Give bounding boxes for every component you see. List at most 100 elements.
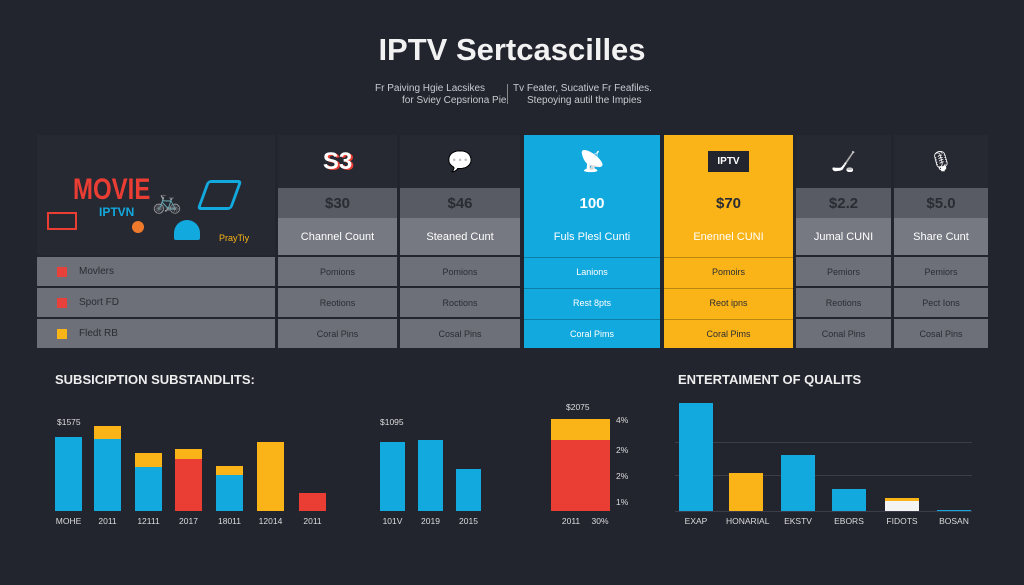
price: $5.0: [894, 188, 988, 218]
price: 100: [579, 194, 605, 212]
y-tick-label: 4%: [616, 415, 629, 425]
column-cell: Coral Pims: [664, 319, 793, 348]
gridline: [675, 442, 972, 443]
hockey-stick-icon: 🏒: [796, 135, 891, 188]
chart-4-bar: [885, 501, 919, 511]
legend-label: Movlers: [79, 266, 115, 277]
column-label: Steaned Cunt: [400, 218, 520, 255]
logo-panel: MOVIE IPTVN 🚲 PrayTiy: [37, 135, 275, 255]
microphone-icon: 🎙: [894, 135, 988, 188]
page-title: IPTV Sertcascilles: [378, 32, 646, 67]
column-cell: Reot ipns: [664, 288, 793, 317]
column-cell: Cosal Pins: [894, 319, 988, 348]
chart-2-bar: [456, 469, 481, 511]
legend-row: Fledt RB: [37, 319, 275, 348]
legend-row: Sport FD: [37, 288, 275, 317]
bicycle-icon: 🚲: [152, 188, 182, 215]
pricing-column[interactable]: IPTV $70 Enennel CUNI Pomoirs Reot ipns Coral…: [664, 135, 793, 348]
subtitle-right-1: Tv Feater, Sucative Fr Feafiles.: [513, 83, 652, 94]
x-tick-label: 12014: [258, 516, 283, 526]
legend-swatch: [57, 328, 67, 339]
pricing-column[interactable]: 🎙 $5.0 Share Cunt Pemiors Pect Ions Cosal Pin…: [894, 135, 988, 348]
shape-icon: [196, 180, 243, 210]
chart-4-bar: [937, 510, 971, 511]
price: $2.2: [796, 188, 891, 218]
column-label: Fuls Plesl Cunti: [553, 230, 631, 243]
chart-4-bar: [781, 455, 815, 511]
chart-2-value-label: $1095: [380, 417, 404, 427]
x-tick-label: EXAP: [684, 516, 708, 526]
chart-1-bar: [135, 453, 162, 467]
pricing-column[interactable]: S3 $30 Channel Count Pomions Reotions Coral P…: [278, 135, 397, 348]
legend-swatch: [57, 266, 67, 277]
iptv-badge-text: IPTV: [708, 151, 749, 172]
chart-4-bar: [729, 473, 763, 511]
chart-4-title: ENTERTAIMENT OF QUALITS: [678, 372, 862, 387]
chart-1-bar: [94, 426, 121, 439]
chart-4-bar: [679, 403, 713, 511]
price: $70: [715, 194, 742, 212]
column-label: Share Cunt: [894, 218, 988, 255]
legend-row: Movlers: [37, 257, 275, 286]
x-tick-label: 2019: [421, 516, 440, 526]
ball-icon: [132, 221, 144, 233]
x-tick-label: 12111: [137, 516, 160, 526]
pricing-column[interactable]: 📡 100 Fuls Plesl Cunti Lanions Rest 8pts Cora…: [524, 135, 660, 348]
subtitle-left-2: for Sviey Cepsriona Pie: [402, 95, 507, 106]
column-label: Enennel CUNI: [693, 230, 764, 243]
subtitle-divider: [507, 84, 508, 104]
price: $46: [400, 188, 520, 218]
chart-3-value-label: $2075: [566, 402, 590, 412]
column-cell: Lanions: [524, 257, 660, 286]
pricing-column[interactable]: 🏒 $2.2 Jumal CUNI Pemiors Reotions Conal Pins: [796, 135, 891, 348]
x-tick-label: EBORS: [834, 516, 864, 526]
chart-1-title: SUBSICIPTION SUBSTANDLITS:: [55, 372, 255, 387]
column-cell: Pomions: [400, 257, 520, 286]
column-cell: Roctions: [400, 288, 520, 317]
chat-bubble-icon: 💬: [400, 135, 520, 188]
dome-icon: [174, 220, 200, 240]
column-cell: Reotions: [796, 288, 891, 317]
pricing-column[interactable]: 💬 $46 Steaned Cunt Pomions Roctions Cosal Pin…: [400, 135, 520, 348]
chart-1-bar: [257, 442, 284, 511]
gridline: [675, 475, 972, 476]
column-label: Channel Count: [278, 218, 397, 255]
s3-text: S3: [322, 147, 353, 175]
iptv-badge: IPTV: [664, 135, 793, 188]
tv-icon: [47, 212, 77, 230]
column-cell: Pect Ions: [894, 288, 988, 317]
x-tick-label: 101V: [382, 516, 403, 526]
legend-swatch: [57, 297, 67, 308]
legend-label: Sport FD: [79, 297, 120, 308]
column-cell: Rest 8pts: [524, 288, 660, 317]
chart-1-value-label: $1575: [57, 417, 81, 427]
chart-1-bar: [216, 475, 243, 511]
column-label: Jumal CUNI: [796, 218, 891, 255]
satellite-dish-icon: 📡: [579, 151, 605, 173]
baseline: [675, 511, 972, 512]
chart-1-bar: [216, 466, 243, 475]
x-tick-label: 2011: [561, 516, 581, 526]
x-tick-label: 2011: [98, 516, 117, 526]
x-tick-label: MOHE: [55, 516, 82, 526]
x-tick-label: 30%: [591, 516, 609, 526]
chart-1-bar: [94, 439, 121, 511]
chart-1-bar: [55, 437, 82, 511]
x-tick-label: EKSTV: [784, 516, 812, 526]
x-tick-label: 2017: [179, 516, 198, 526]
logo-iptvn: IPTVN: [99, 205, 135, 219]
chart-1-bar: [299, 493, 326, 511]
column-cell: Cosal Pins: [400, 319, 520, 348]
x-tick-label: FIDOTS: [886, 516, 918, 526]
x-tick-label: 2015: [459, 516, 478, 526]
column-cell: Pemiors: [796, 257, 891, 286]
chart-1-bar: [135, 467, 162, 511]
legend-label: Fledt RB: [79, 328, 118, 339]
price: $30: [278, 188, 397, 218]
chart-4-bar: [832, 489, 866, 511]
column-cell: Coral Pins: [278, 319, 397, 348]
y-tick-label: 2%: [616, 445, 629, 455]
y-tick-label: 1%: [616, 497, 629, 507]
chart-1-bar: [175, 459, 202, 511]
logo-movie: MOVIE: [73, 173, 151, 206]
